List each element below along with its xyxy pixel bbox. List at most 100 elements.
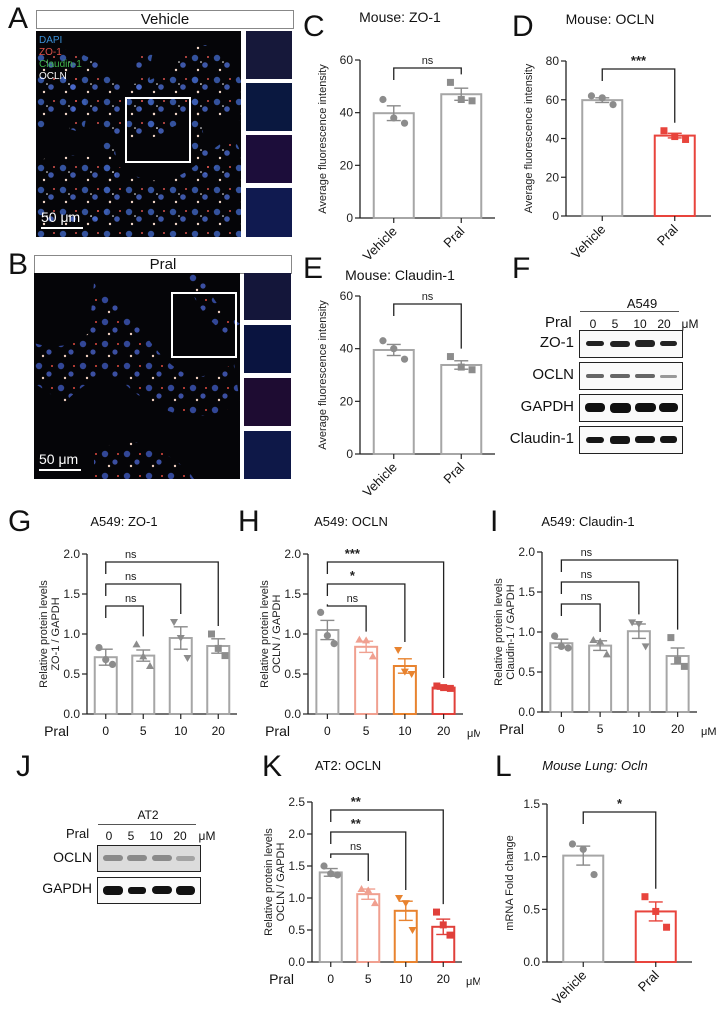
unit-label: μM — [681, 317, 699, 331]
data-point — [609, 100, 617, 109]
y-axis-label: Relative protein levels — [259, 580, 271, 688]
blot-strip-ocln — [579, 362, 683, 390]
y-tick-label: 0.5 — [288, 923, 305, 937]
panel-label-e: E — [303, 252, 324, 285]
y-axis-label: Average fluorescence intensity — [317, 300, 329, 450]
data-point — [457, 96, 465, 103]
data-point — [364, 886, 373, 894]
data-point — [433, 908, 440, 916]
data-point — [333, 871, 342, 879]
legend-dapi: DAPI — [39, 35, 63, 46]
significance-bracket — [330, 831, 407, 890]
data-point — [652, 907, 660, 915]
data-point — [468, 97, 476, 105]
y-tick-label: 2.5 — [288, 795, 305, 809]
data-point — [390, 345, 398, 353]
data-point — [598, 94, 606, 102]
blot-strip-claudin1 — [579, 426, 683, 454]
data-point — [667, 634, 675, 642]
data-point — [663, 923, 671, 931]
data-point — [330, 640, 338, 648]
x-tick-label: Vehicle — [549, 968, 589, 1008]
bar — [562, 854, 605, 963]
x-axis-label: Pral — [499, 721, 524, 737]
bar — [626, 630, 651, 713]
data-point — [680, 662, 688, 670]
y-tick-label: 1.5 — [523, 797, 540, 811]
data-point — [408, 927, 417, 934]
bar — [549, 642, 574, 713]
y-tick-label: 1.0 — [63, 627, 80, 641]
y-axis-label: ZO-1 / GAPDH — [50, 597, 62, 670]
data-point — [446, 353, 454, 361]
x-tick-label: 5 — [363, 724, 370, 738]
y-tick-label: 1.0 — [284, 627, 301, 641]
data-point — [394, 647, 403, 654]
data-point — [446, 931, 454, 939]
bar — [653, 134, 696, 217]
x-tick-label: 20 — [212, 724, 226, 738]
significance-bracket — [326, 561, 445, 678]
data-point — [108, 660, 117, 668]
chart-title: Mouse: OCLN — [566, 11, 655, 27]
y-tick-label: 0.0 — [288, 955, 305, 969]
data-point — [682, 135, 690, 143]
significance-label: ns — [581, 591, 593, 603]
chart-title: Mouse Lung: Ocln — [542, 758, 648, 773]
data-point — [439, 921, 447, 929]
significance-bracket — [560, 581, 640, 615]
chart-a549-ocln: A549: OCLN 0.0 0.5 1.0 1.5 2.0 Relative protei… — [259, 514, 480, 740]
bar — [440, 363, 483, 455]
x-tick-label: 5 — [365, 972, 372, 986]
blot-strip-ocln-at2 — [97, 845, 201, 872]
blot-row-label: GAPDH — [42, 880, 92, 896]
data-point — [641, 643, 650, 651]
data-point — [401, 900, 410, 908]
data-point — [379, 337, 387, 345]
data-point — [590, 870, 598, 879]
x-tick-label: 10 — [174, 724, 188, 738]
data-point — [368, 652, 377, 660]
lane-label: 10 — [633, 317, 647, 331]
significance-label: ns — [422, 291, 434, 303]
blot-row-label: OCLN — [53, 849, 92, 865]
significance-label: ns — [125, 549, 137, 561]
lane-label: 10 — [149, 829, 163, 843]
data-point — [400, 668, 409, 676]
data-point — [400, 119, 409, 127]
y-tick-label: 80 — [546, 54, 560, 68]
y-tick-label: 0 — [346, 447, 353, 461]
y-axis-label: mRNA Fold change — [504, 835, 516, 930]
x-axis-label: Pral — [265, 723, 290, 739]
y-tick-label: 1.5 — [288, 859, 305, 873]
data-point — [357, 885, 366, 893]
x-tick-label: Pral — [440, 223, 467, 250]
y-axis-label: Relative protein levels — [38, 580, 50, 688]
lane-label: 5 — [611, 317, 619, 331]
data-point — [170, 619, 178, 626]
y-axis-label: Claudin-1 / GAPDH — [505, 584, 517, 679]
bar — [372, 348, 415, 455]
data-point — [660, 127, 668, 135]
x-tick-label: 10 — [399, 972, 413, 986]
data-point — [568, 840, 577, 848]
data-point — [589, 636, 598, 643]
y-tick-label: 20 — [340, 394, 354, 408]
chart-a549-claudin1: A549: Claudin-1 0.0 0.5 1.0 1.5 2.0 Relative p… — [493, 514, 717, 738]
y-tick-label: 40 — [546, 132, 560, 146]
blot-row-label: GAPDH — [520, 398, 574, 415]
significance-label: ns — [125, 571, 137, 583]
data-point — [596, 637, 605, 645]
tissue-texture — [36, 45, 241, 237]
blot-treatment-label: Pral — [66, 826, 90, 841]
data-point — [214, 644, 222, 652]
significance-label: ns — [581, 569, 593, 581]
lane-label: 20 — [173, 829, 187, 843]
data-point — [587, 92, 596, 100]
y-axis-label: Average fluorescence intensity — [523, 63, 535, 213]
blot-strip-gapdh — [579, 394, 683, 422]
y-tick-label: 0.5 — [523, 902, 540, 916]
chart-a549-zo1: A549: ZO-1 0.0 0.5 1.0 1.5 2.0 Relative protei… — [38, 514, 237, 739]
x-tick-label: 10 — [632, 722, 646, 736]
x-tick-label: 5 — [140, 724, 147, 738]
